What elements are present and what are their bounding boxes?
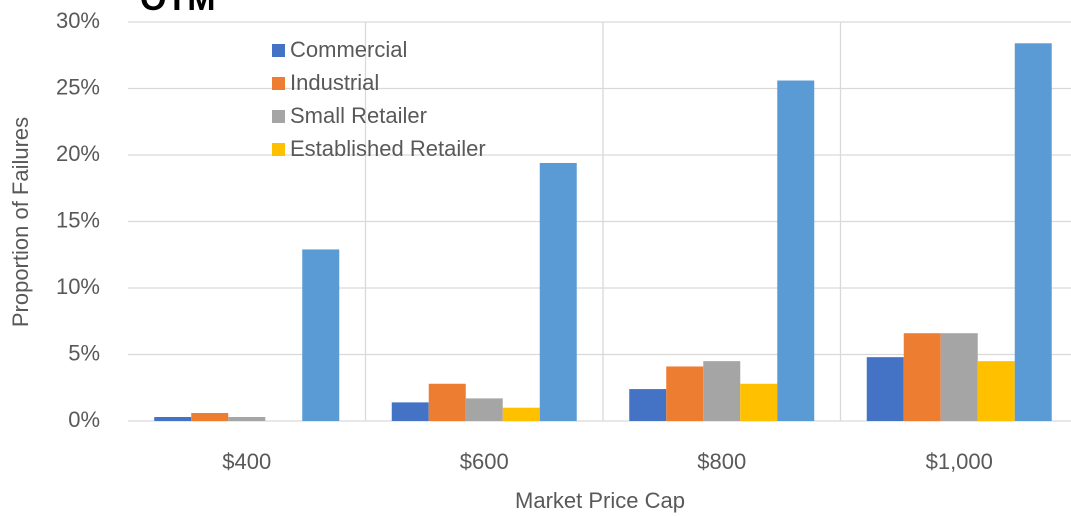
bar: [391, 402, 429, 421]
bar: [302, 249, 340, 421]
x-tick-label: $800: [697, 449, 746, 474]
bar: [940, 333, 978, 421]
bar: [428, 383, 466, 421]
bar: [191, 413, 229, 421]
y-tick-label: 10%: [56, 274, 100, 299]
bar: [740, 383, 778, 421]
x-tick-label: $1,000: [926, 449, 993, 474]
legend-swatch: [272, 110, 285, 123]
bar: [465, 398, 503, 421]
legend-swatch: [272, 143, 285, 156]
bar: [703, 361, 741, 421]
y-tick-label: 20%: [56, 141, 100, 166]
x-axis-label: Market Price Cap: [515, 488, 685, 513]
bar: [629, 389, 667, 421]
bar: [154, 417, 192, 421]
bar: [666, 366, 704, 421]
legend-label: Industrial: [290, 70, 379, 95]
x-tick-label: $600: [460, 449, 509, 474]
bar: [866, 357, 904, 421]
legend-swatch: [272, 44, 285, 57]
y-axis-label: Proportion of Failures: [8, 117, 33, 327]
y-tick-label: 0%: [68, 407, 100, 432]
bar: [1014, 43, 1052, 421]
y-tick-label: 15%: [56, 207, 100, 232]
bar: [977, 361, 1015, 421]
bar: [903, 333, 941, 421]
bar: [539, 162, 577, 422]
legend-label: Established Retailer: [290, 136, 486, 161]
y-tick-label: 25%: [56, 74, 100, 99]
x-tick-label: $400: [222, 449, 271, 474]
bar: [502, 407, 540, 421]
y-tick-label: 5%: [68, 340, 100, 365]
legend-label: Commercial: [290, 37, 407, 62]
bar: [228, 417, 266, 421]
y-tick-label: 30%: [56, 8, 100, 33]
bar: [777, 80, 815, 422]
legend-label: Small Retailer: [290, 103, 427, 128]
chart-title: OTM: [140, 0, 216, 18]
legend-swatch: [272, 77, 285, 90]
